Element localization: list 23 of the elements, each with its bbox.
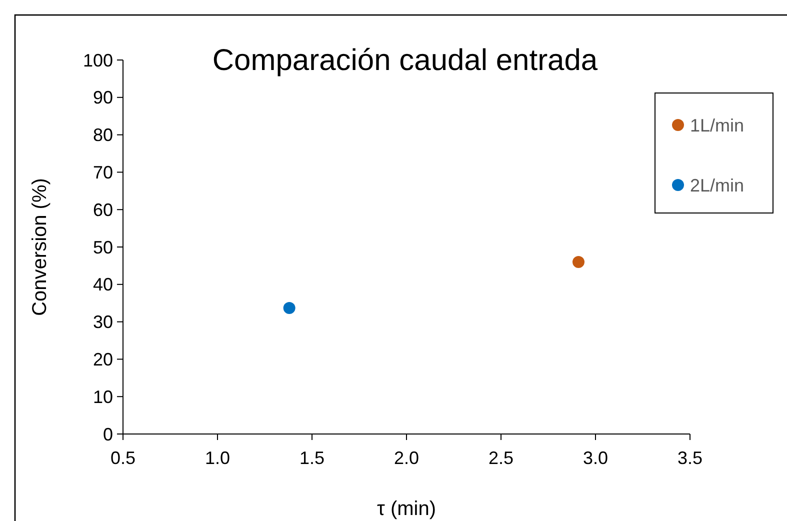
x-tick-label: 0.5 (110, 448, 136, 468)
y-tick-label: 80 (92, 125, 113, 146)
x-tick-label: 1.0 (204, 448, 230, 468)
x-tick-label: 3.5 (677, 448, 703, 468)
chart-title: Comparación caudal entrada (212, 44, 598, 77)
y-tick-label: 100 (82, 50, 113, 70)
y-tick-label: 50 (92, 237, 113, 258)
y-tick-label: 0 (102, 424, 113, 444)
y-tick-label: 90 (92, 88, 113, 108)
y-tick-label: 40 (92, 274, 113, 295)
x-tick-label: 1.5 (299, 448, 325, 468)
x-tick-label: 2.0 (394, 448, 420, 468)
x-axis-title: τ (min) (376, 498, 436, 520)
y-tick-label: 10 (92, 386, 113, 407)
y-tick-label: 60 (92, 200, 113, 220)
x-tick-label: 2.5 (488, 448, 514, 468)
y-tick-label: 70 (92, 162, 113, 182)
legend-label: 1L/min (690, 115, 744, 136)
y-tick-label: 20 (92, 350, 113, 370)
legend-label: 2L/min (690, 175, 744, 196)
x-tick-label: 3.0 (582, 448, 608, 468)
y-tick-label: 30 (92, 312, 113, 332)
y-axis-title: Conversion (%) (29, 178, 51, 316)
